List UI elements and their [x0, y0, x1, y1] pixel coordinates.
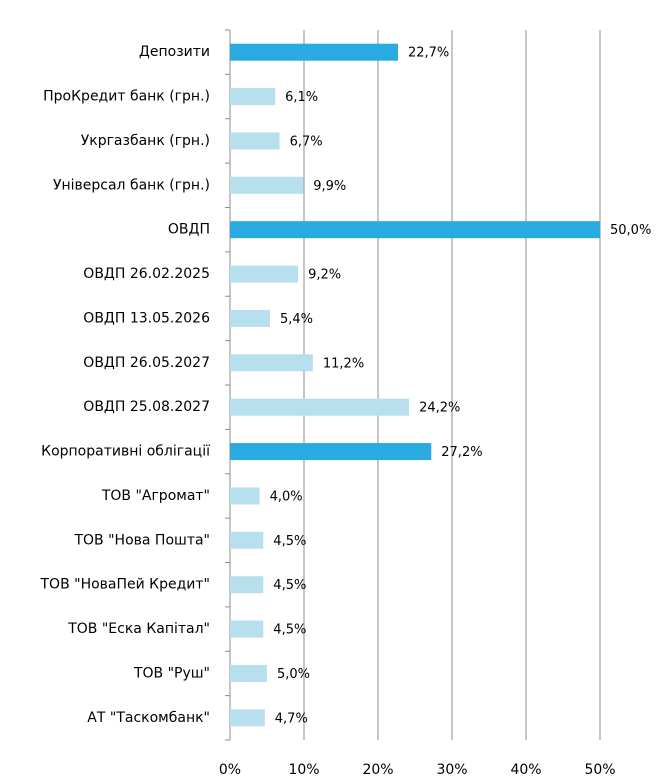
x-tick-label: 50%	[584, 762, 615, 778]
y-tick-label: ТОВ "НоваПей Кредит"	[40, 577, 211, 593]
value-label: 4,5%	[273, 534, 306, 549]
bar	[230, 664, 267, 682]
x-tick-label: 40%	[510, 762, 541, 778]
bar	[230, 132, 280, 150]
y-tick-label: ТОВ "Нова Пошта"	[73, 532, 210, 548]
x-tick-label: 20%	[362, 762, 393, 778]
value-label: 4,0%	[270, 489, 303, 504]
y-tick-label: ТОВ "Агромат"	[101, 488, 210, 504]
y-tick-label: Корпоративні облігації	[41, 444, 210, 460]
bar	[230, 531, 264, 549]
bar	[230, 443, 432, 461]
value-label: 6,1%	[285, 90, 318, 105]
bar	[230, 309, 270, 327]
value-label: 5,4%	[280, 312, 313, 327]
bar	[230, 43, 398, 61]
value-label: 50,0%	[610, 223, 651, 238]
bar	[230, 398, 410, 416]
y-tick-label: ТОВ "Руш"	[133, 665, 210, 681]
value-label: 4,5%	[273, 623, 306, 638]
y-tick-label: ПроКредит банк (грн.)	[43, 89, 210, 105]
bar	[230, 265, 299, 283]
bar	[230, 176, 304, 194]
value-label: 9,9%	[313, 179, 346, 194]
y-tick-label: ТОВ "Еска Капітал"	[67, 621, 210, 637]
x-tick-label: 0%	[219, 762, 241, 778]
y-tick-label: ОВДП	[168, 222, 210, 238]
value-label: 27,2%	[441, 445, 482, 460]
value-label: 4,5%	[273, 578, 306, 593]
y-tick-label: ОВДП 26.02.2025	[83, 266, 210, 282]
value-label: 4,7%	[275, 711, 308, 726]
value-label: 5,0%	[277, 667, 310, 682]
bar	[230, 221, 600, 239]
bar	[230, 354, 313, 372]
value-label: 9,2%	[308, 268, 341, 283]
x-tick-label: 30%	[436, 762, 467, 778]
y-tick-label: Депозити	[139, 44, 210, 60]
x-tick-label: 10%	[288, 762, 319, 778]
value-label: 11,2%	[323, 356, 364, 371]
y-tick-label: ОВДП 26.05.2027	[83, 355, 210, 371]
y-tick-label: ОВДП 13.05.2026	[83, 310, 210, 326]
bar	[230, 487, 260, 505]
value-label: 24,2%	[419, 401, 460, 416]
y-tick-label: Універсал банк (грн.)	[53, 177, 210, 193]
y-tick-label: АТ "Таскомбанк"	[87, 710, 210, 726]
value-label: 6,7%	[290, 134, 323, 149]
value-label: 22,7%	[408, 46, 449, 61]
bar	[230, 709, 265, 727]
bar	[230, 620, 264, 638]
y-tick-label: ОВДП 25.08.2027	[83, 399, 210, 415]
bar	[230, 88, 276, 106]
y-tick-label: Укргазбанк (грн.)	[81, 133, 210, 149]
bar	[230, 576, 264, 594]
